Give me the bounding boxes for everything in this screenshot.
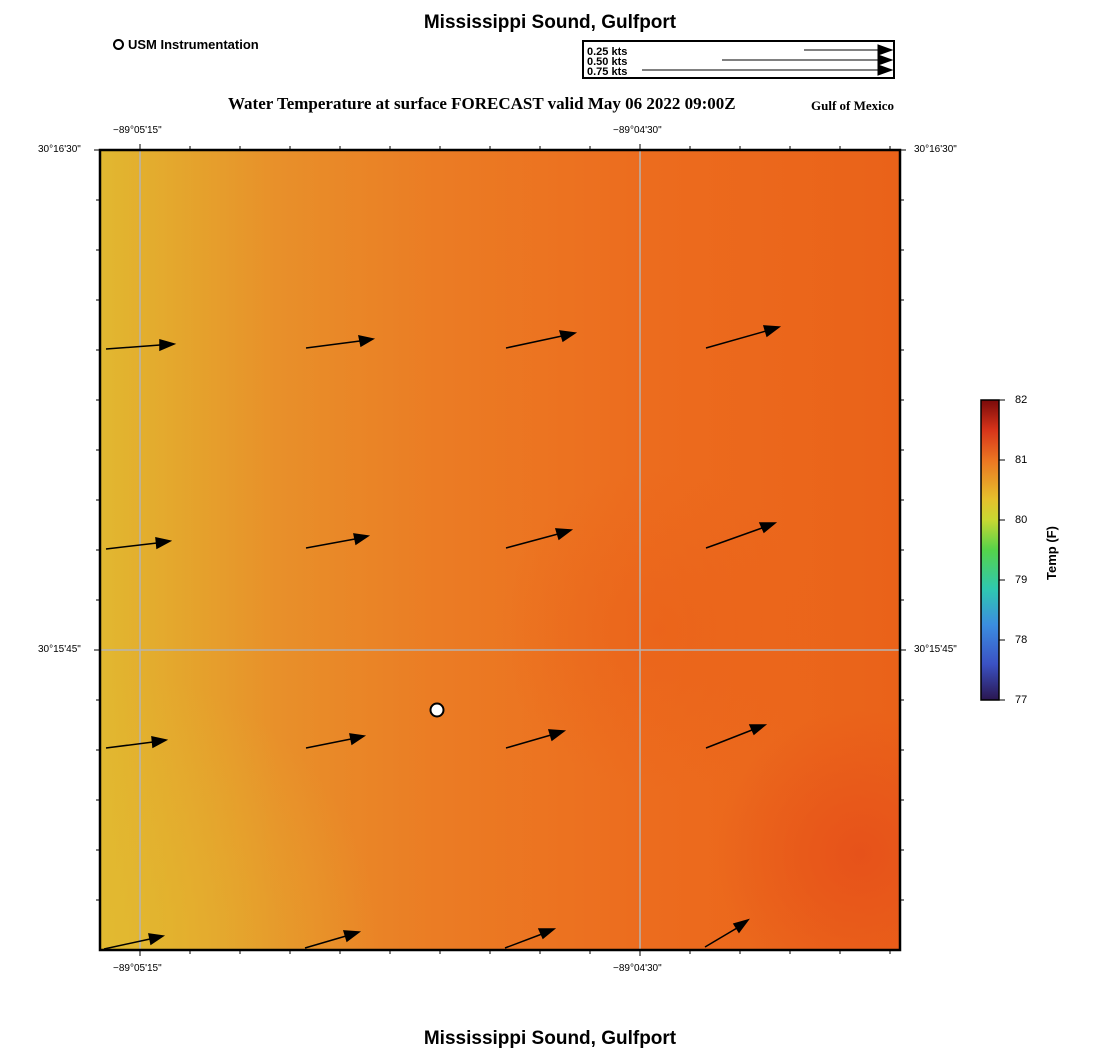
colorbar-label-81: 81 <box>1015 454 1028 466</box>
colorbar-title: Temp (F) <box>1044 526 1059 580</box>
graticule <box>100 150 900 950</box>
current-arrow-icon <box>762 325 782 338</box>
current-arrow-icon <box>349 733 367 746</box>
lat-label-left-mid: 30°15'45" <box>38 644 81 655</box>
vector-scale-legend: 0.25 kts 0.50 kts 0.75 kts <box>582 40 895 79</box>
lon-label-bottom-east: −89°04'30" <box>613 963 662 974</box>
station-marker-icon <box>113 39 124 50</box>
vector-scale-arrowhead-icon <box>877 44 894 56</box>
vector-scale-arrowhead-icon <box>877 64 894 76</box>
current-arrow-icon <box>148 933 166 946</box>
station-legend-label: USM Instrumentation <box>128 37 259 52</box>
vector-scale-label-050: 0.50 kts <box>587 56 628 68</box>
current-arrow-icon <box>342 930 362 943</box>
colorbar-label-77: 77 <box>1015 694 1028 706</box>
colorbar <box>980 399 1000 701</box>
current-arrow-icon <box>732 918 750 934</box>
forecast-subtitle: Water Temperature at surface FORECAST va… <box>228 94 736 113</box>
station-legend: USM Instrumentation <box>113 37 259 52</box>
current-arrow-icon <box>159 339 177 352</box>
current-arrow-icon <box>353 533 371 546</box>
current-arrow-icon <box>558 330 578 343</box>
lat-label-right-north: 30°16'30" <box>914 144 957 155</box>
vector-scale-label-075: 0.75 kts <box>587 66 628 78</box>
current-arrow-icon <box>748 724 768 736</box>
usm-station-marker[interactable] <box>429 702 445 718</box>
current-arrow-icon <box>151 736 169 749</box>
frame-ticks <box>94 144 906 956</box>
current-vectors <box>103 325 782 950</box>
temperature-field-cool-southwest <box>100 150 900 950</box>
region-label: Gulf of Mexico <box>811 98 895 113</box>
colorbar-label-79: 79 <box>1015 574 1028 586</box>
current-arrow-icon <box>758 522 778 534</box>
colorbar-label-80: 80 <box>1015 514 1028 526</box>
current-arrow-icon <box>358 335 376 348</box>
current-arrow-icon <box>537 928 557 940</box>
lat-label-left-north: 30°16'30" <box>38 144 81 155</box>
lon-label-bottom-west: −89°05'15" <box>113 963 162 974</box>
current-arrow-icon <box>554 528 574 541</box>
lon-label-top-west: −89°05'15" <box>113 125 162 136</box>
current-arrow-icon <box>547 729 567 742</box>
colorbar-label-78: 78 <box>1015 634 1028 646</box>
colorbar-ticks <box>999 399 1005 701</box>
colorbar-label-82: 82 <box>1015 394 1028 406</box>
vector-scale-arrows <box>642 44 894 76</box>
map-title: Mississippi Sound, Gulfport <box>423 12 677 33</box>
lon-label-top-east: −89°04'30" <box>613 125 662 136</box>
map-footer-title: Mississippi Sound, Gulfport <box>423 1028 677 1049</box>
vector-scale-arrowhead-icon <box>877 54 894 66</box>
vector-scale-label-025: 0.25 kts <box>587 46 628 58</box>
current-arrow-icon <box>155 537 173 550</box>
lat-label-right-mid: 30°15'45" <box>914 644 957 655</box>
